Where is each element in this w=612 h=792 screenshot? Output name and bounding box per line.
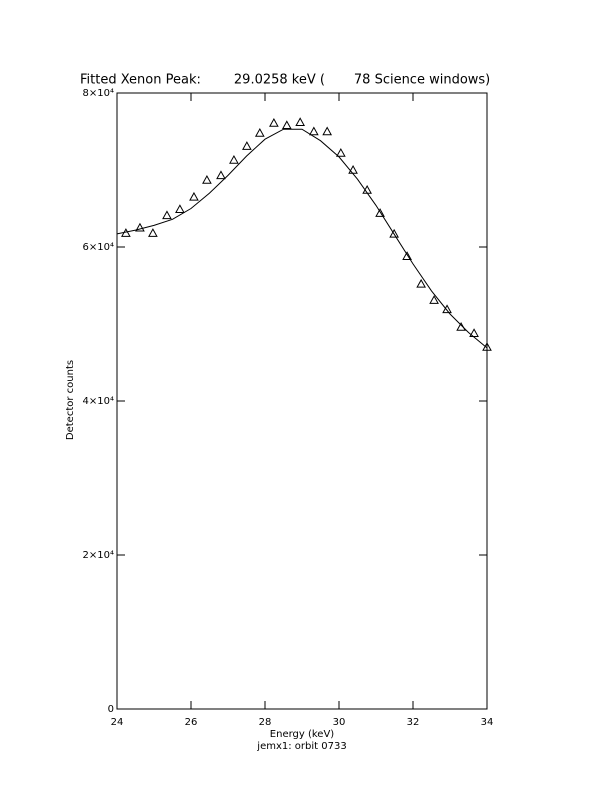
y-tick-label: 8×10⁴: [83, 88, 114, 99]
y-axis-label: Detector counts: [65, 360, 76, 440]
data-point: [416, 278, 426, 288]
data-point: [202, 174, 212, 184]
data-point: [375, 208, 385, 217]
y-tick-label: 4×10⁴: [83, 396, 114, 407]
data-point: [336, 148, 346, 157]
x-tick-label: 32: [407, 717, 420, 728]
x-tick-label: 28: [259, 717, 272, 728]
data-point: [242, 141, 252, 150]
y-tick-label: 6×10⁴: [83, 242, 114, 253]
data-point: [148, 228, 158, 237]
data-point: [175, 204, 185, 213]
data-point: [229, 154, 239, 164]
data-point: [308, 126, 319, 136]
data-point: [295, 117, 305, 126]
data-point: [322, 126, 333, 136]
x-tick-label: 30: [333, 717, 346, 728]
data-point: [348, 164, 358, 174]
y-tick-label: 0: [108, 704, 114, 715]
data-point: [429, 295, 439, 304]
data-point: [442, 304, 452, 314]
data-point: [281, 120, 292, 130]
x-tick-label: 34: [481, 717, 494, 728]
data-point: [189, 191, 199, 201]
x-axis-label: Energy (keV): [270, 729, 335, 740]
data-point: [389, 228, 399, 238]
data-point: [254, 128, 265, 137]
data-point: [135, 222, 145, 232]
data-point: [269, 118, 279, 127]
data-point: [216, 170, 226, 180]
x-tick-label: 26: [185, 717, 198, 728]
plot-frame: [116, 92, 488, 710]
data-point: [469, 328, 479, 337]
data-point: [402, 251, 412, 260]
chart-note: jemx1: orbit 0733: [256, 741, 346, 752]
data-point: [456, 322, 466, 331]
y-tick-label: 2×10⁴: [83, 550, 114, 561]
x-tick-label: 24: [111, 717, 124, 728]
data-point: [162, 210, 172, 220]
fit-line: [116, 128, 488, 349]
chart-title: Fitted Xenon Peak: 29.0258 keV ( 78 Scie…: [80, 73, 490, 88]
